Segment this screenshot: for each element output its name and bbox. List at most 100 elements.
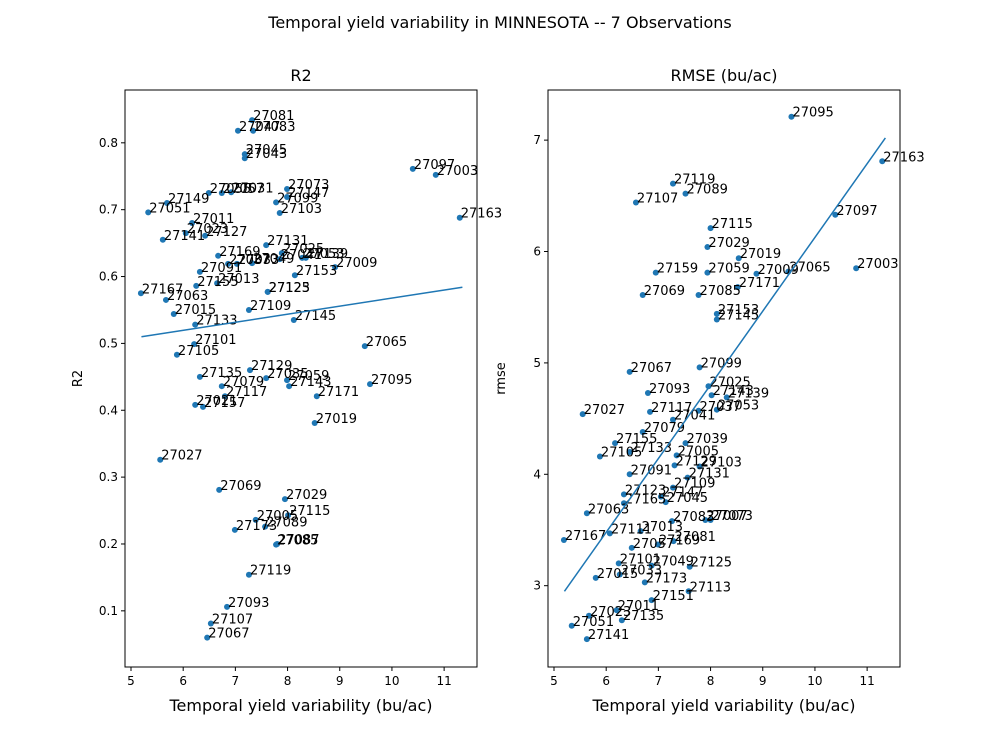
point-label: 27145 [295, 309, 336, 324]
point-label: 27027 [161, 449, 202, 464]
point-label: 27129 [676, 454, 717, 469]
point [145, 209, 152, 216]
point [170, 310, 177, 317]
point-label: 27085 [700, 284, 741, 299]
point [367, 381, 374, 388]
point-label: 27099 [277, 191, 318, 206]
point [159, 236, 166, 243]
point-label: 27133 [196, 314, 237, 329]
point [276, 210, 283, 217]
point [615, 560, 622, 567]
point [673, 452, 680, 459]
point-label: 27155 [197, 275, 238, 290]
point [224, 603, 231, 610]
point-label: 27109 [674, 477, 715, 492]
point [613, 607, 620, 614]
point-label: 27021 [196, 394, 237, 409]
point-label: 27081 [675, 530, 716, 545]
point [618, 617, 625, 624]
point-label: 27111 [611, 522, 652, 537]
point-label: 27133 [631, 441, 672, 456]
point-label: 27011 [618, 599, 659, 614]
point-label: 27163 [461, 207, 502, 222]
point-label: 27019 [316, 412, 357, 427]
point-label: 27163 [883, 150, 924, 165]
point-label: 27141 [588, 628, 629, 643]
trend-line [563, 137, 886, 592]
point [284, 377, 291, 384]
point [704, 269, 711, 276]
point-label: 27105 [601, 445, 642, 460]
point-label: 27117 [226, 385, 267, 400]
point [585, 612, 592, 619]
point [225, 260, 232, 267]
point-label: 27027 [584, 403, 625, 418]
point [639, 428, 646, 435]
point-label: 27043 [246, 147, 287, 162]
point [332, 264, 339, 271]
point [708, 392, 715, 399]
point [263, 242, 270, 249]
point-label: 27173 [236, 519, 277, 534]
point [641, 579, 648, 586]
point-label: 27091 [201, 261, 242, 276]
point [704, 244, 711, 251]
point [644, 389, 651, 396]
point [278, 250, 285, 257]
point [626, 449, 633, 456]
point-label: 27029 [708, 236, 749, 251]
point-label: 27039 [687, 432, 728, 447]
point-label: 27127 [206, 225, 247, 240]
point [702, 516, 709, 523]
point [579, 411, 586, 418]
point [276, 256, 283, 263]
point [612, 440, 619, 447]
point [216, 486, 223, 493]
point [713, 406, 720, 413]
point [245, 306, 252, 313]
point [302, 254, 309, 261]
point [409, 165, 416, 172]
y-tick-label: 0.2 [99, 537, 118, 551]
point [456, 214, 463, 221]
point [734, 284, 741, 291]
point [682, 190, 689, 197]
point [669, 416, 676, 423]
point-label: 27009 [336, 256, 377, 271]
point [361, 343, 368, 350]
point [245, 571, 252, 578]
point [686, 563, 693, 570]
point [162, 296, 169, 303]
x-tick-label: 9 [759, 674, 767, 688]
y-tick-label: 6 [533, 245, 541, 259]
point [246, 367, 253, 374]
point-label: 27147 [288, 186, 329, 201]
x-axis-label: Temporal yield variability (bu/ac) [592, 696, 856, 715]
point-label: 27171 [318, 385, 359, 400]
point [284, 185, 291, 192]
point-label: 27091 [631, 463, 672, 478]
point [241, 155, 248, 162]
y-tick-label: 3 [533, 579, 541, 593]
trend-line [141, 286, 463, 338]
point [228, 189, 235, 196]
x-tick-label: 8 [284, 674, 292, 688]
x-tick-label: 9 [336, 674, 344, 688]
point-label: 27099 [701, 356, 742, 371]
point [250, 127, 257, 134]
point-label: 27003 [437, 164, 478, 179]
point-label: 27129 [251, 359, 292, 374]
point [632, 199, 639, 206]
point [626, 471, 633, 478]
point-label: 27135 [201, 366, 242, 381]
point [568, 622, 575, 629]
point-label: 27035 [267, 367, 308, 382]
point-label: 27173 [646, 571, 687, 586]
point-label: 27059 [708, 262, 749, 277]
y-tick-label: 0.1 [99, 604, 118, 618]
point-label: 27115 [712, 217, 753, 232]
point [281, 496, 288, 503]
y-axis-label: R2 [71, 370, 86, 387]
point-label: 27057 [223, 182, 264, 197]
